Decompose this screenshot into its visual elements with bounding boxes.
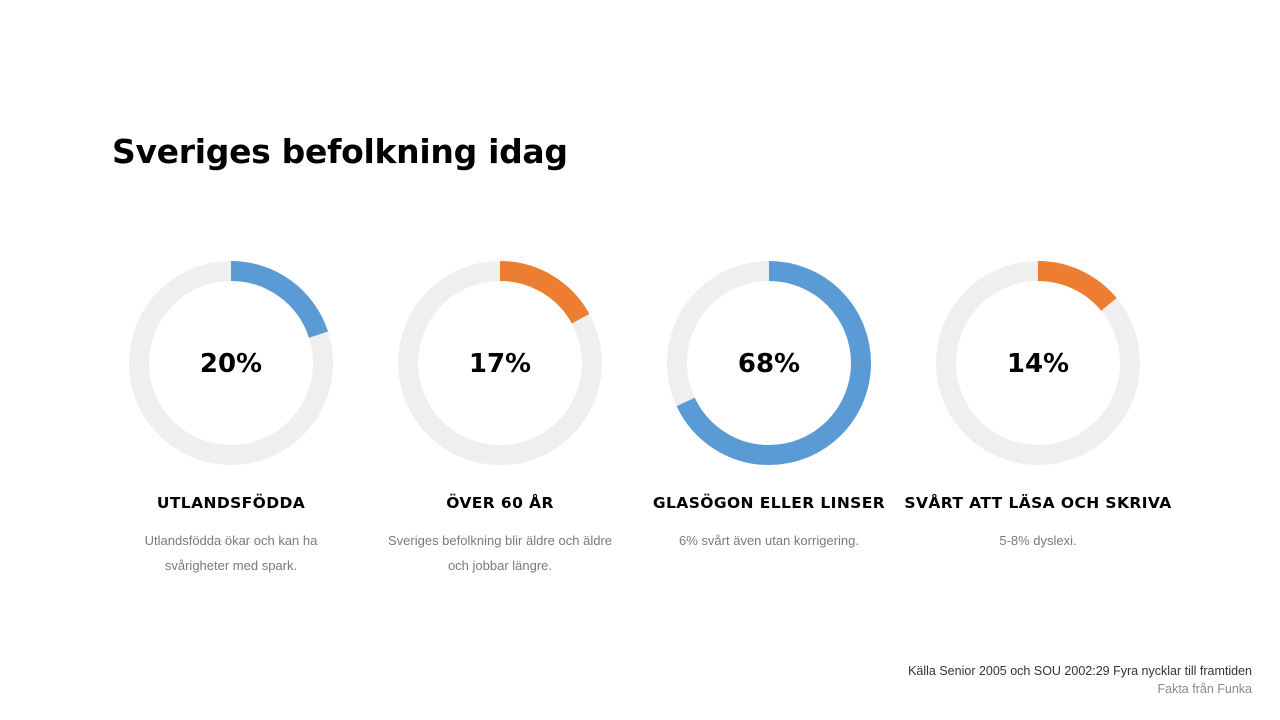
donut-value-label: 20%	[200, 349, 262, 379]
stat-label: GLASÖGON ELLER LINSER	[652, 494, 886, 512]
stat-label: ÖVER 60 ÅR	[446, 494, 554, 512]
stat-label: UTLANDSFÖDDA	[156, 494, 306, 512]
source-credit: Fakta från Funka	[1157, 682, 1253, 696]
stat-card: 14% SVÅRT ATT LÄSA OCH SKRIVA 5-8% dysle…	[903, 256, 1173, 553]
slide-title: Sveriges befolkning idag	[112, 132, 568, 171]
donut-arc	[398, 261, 602, 465]
donut-chart: 68%	[667, 261, 871, 465]
stat-card: 68% GLASÖGON ELLER LINSER 6% svårt även …	[634, 256, 904, 553]
stat-description: 5-8% dyslexi.	[999, 533, 1077, 548]
stat-description: 6% svårt även utan korrigering.	[679, 533, 859, 548]
donut-chart: 20%	[129, 261, 333, 465]
source-line: Källa Senior 2005 och SOU 2002:29 Fyra n…	[908, 664, 1252, 678]
donut-arc	[129, 261, 333, 465]
donut-arc	[667, 261, 871, 465]
stat-card: 20% UTLANDSFÖDDA Utlandsfödda ökar och k…	[96, 256, 366, 578]
donut-chart: 14%	[936, 261, 1140, 465]
donut-value-label: 68%	[738, 349, 800, 379]
donut-value-label: 17%	[469, 349, 531, 379]
stat-label: SVÅRT ATT LÄSA OCH SKRIVA	[904, 494, 1172, 512]
stat-description: Sveriges befolkning blir äldre och äldre…	[387, 533, 612, 573]
donut-value-label: 14%	[1007, 349, 1069, 379]
stat-description: Utlandsfödda ökar och kan ha svårigheter…	[144, 533, 318, 573]
donut-chart: 17%	[398, 261, 602, 465]
stat-card: 17% ÖVER 60 ÅR Sveriges befolkning blir …	[365, 256, 635, 578]
donut-arc	[936, 261, 1140, 465]
source-citation: Källa Senior 2005 och SOU 2002:29 Fyra n…	[908, 662, 1252, 698]
